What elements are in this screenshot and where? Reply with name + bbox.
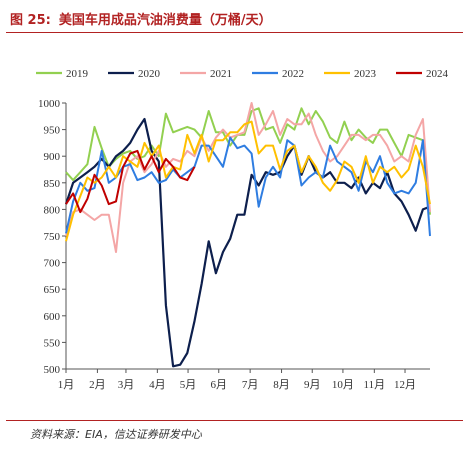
x-tick-label: 8月 xyxy=(273,379,290,391)
x-tick-label: 4月 xyxy=(149,379,166,391)
y-tick-label: 500 xyxy=(44,364,61,376)
series-line-2024 xyxy=(65,149,196,214)
legend-label-2021: 2021 xyxy=(210,68,232,80)
figure-title: 图 25: 美国车用成品汽油消费量（万桶/天） xyxy=(10,9,280,28)
x-tick-label: 7月 xyxy=(242,379,259,391)
y-tick-label: 550 xyxy=(44,337,61,349)
y-tick-label: 1000 xyxy=(38,98,61,110)
legend-label-2024: 2024 xyxy=(426,68,449,80)
x-tick-label: 2月 xyxy=(89,379,106,391)
x-tick-label: 6月 xyxy=(210,379,227,391)
y-tick-label: 850 xyxy=(44,178,61,190)
legend-label-2019: 2019 xyxy=(66,68,89,80)
y-tick-label: 700 xyxy=(44,258,61,270)
x-tick-label: 3月 xyxy=(118,379,135,391)
legend-label-2020: 2020 xyxy=(138,68,161,80)
x-tick-label: 12月 xyxy=(394,379,416,391)
x-tick-label: 1月 xyxy=(58,379,75,391)
series-line-2021 xyxy=(65,102,431,253)
series-line-2020 xyxy=(64,117,431,368)
y-tick-label: 800 xyxy=(44,204,61,216)
figure-label: 图 25: xyxy=(10,13,51,28)
legend-label-2022: 2022 xyxy=(282,68,304,80)
line-chart: 500 550 600 650 700 750 800 850 900 950 1000 1月 2月 3月… xyxy=(36,68,449,391)
source-divider xyxy=(6,420,463,421)
y-tick-label: 900 xyxy=(44,151,61,163)
x-tick-label: 10月 xyxy=(332,379,354,391)
x-tick-label: 11月 xyxy=(364,379,386,391)
y-tick-label: 650 xyxy=(44,284,61,296)
figure-header: 图 25: 美国车用成品汽油消费量（万桶/天） xyxy=(6,6,463,33)
y-tick-label: 950 xyxy=(44,125,61,137)
x-tick-label: 9月 xyxy=(304,379,321,391)
y-tick-label: 750 xyxy=(44,231,61,243)
legend-label-2023: 2023 xyxy=(354,68,377,80)
chart-title: 美国车用成品汽油消费量（万桶/天） xyxy=(58,13,272,28)
y-tick-label: 600 xyxy=(44,311,61,323)
source-note: 资料来源：EIA，信达证券研发中心 xyxy=(30,428,202,441)
x-tick-label: 5月 xyxy=(180,379,197,391)
